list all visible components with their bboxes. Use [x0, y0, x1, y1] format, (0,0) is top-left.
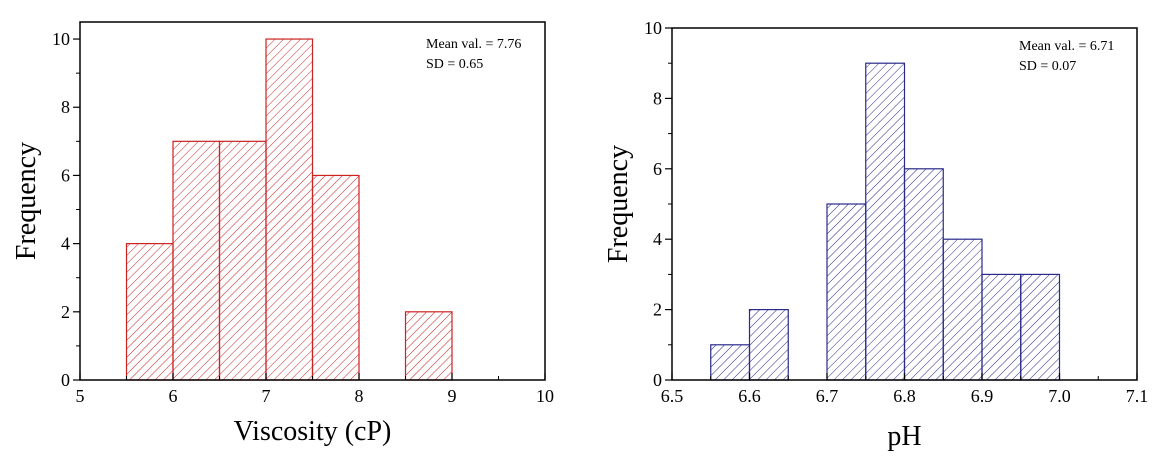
x-tick-label: 6.5	[661, 386, 684, 406]
y-tick-label: 6	[653, 159, 662, 179]
x-tick-label: 10	[536, 386, 554, 406]
x-tick-label: 7.0	[1048, 386, 1071, 406]
x-tick-label: 6	[169, 386, 178, 406]
histogram-bar	[748, 309, 789, 381]
y-tick-label: 6	[61, 165, 70, 185]
x-tick-label: 5	[76, 386, 85, 406]
histogram-bar	[981, 273, 1022, 381]
x-tick-label: 8	[355, 386, 364, 406]
y-tick-label: 2	[61, 302, 70, 322]
y-tick-label: 10	[52, 29, 70, 49]
histogram-bar	[710, 344, 751, 381]
y-axis-title: Frequency	[11, 142, 42, 260]
x-tick-label: 6.9	[971, 386, 994, 406]
x-tick-label: 7.1	[1126, 386, 1149, 406]
sd-annotation: SD = 0.07	[1019, 59, 1076, 74]
y-tick-label: 4	[653, 229, 662, 249]
y-axis-title: Frequency	[603, 145, 634, 263]
x-tick-label: 9	[448, 386, 457, 406]
histogram-bar	[172, 140, 221, 381]
histogram-bar	[125, 243, 174, 381]
y-tick-label: 2	[653, 300, 662, 320]
histogram-bar	[265, 38, 314, 381]
x-axis-title: Viscosity (cP)	[234, 416, 392, 447]
x-tick-label: 7	[262, 386, 271, 406]
y-tick-label: 0	[61, 370, 70, 390]
histogram-bar	[903, 168, 944, 381]
y-tick-label: 8	[653, 88, 662, 108]
y-tick-label: 0	[653, 370, 662, 390]
ph-histogram: 6.5 6.6 6.7 6.8 6.9 7.0 7.1 0 2 4 6 8 10 pH Frequency M…	[603, 18, 1148, 452]
x-tick-label: 6.6	[738, 386, 761, 406]
viscosity-histogram: 5 6 7 8 9 10 0 2 4 6 8 10 Viscosity (cP) Frequency Mea…	[11, 21, 554, 447]
histogram-bar	[1020, 273, 1061, 381]
y-tick-label: 10	[644, 18, 662, 38]
x-axis-title: pH	[887, 421, 921, 452]
y-tick-label: 4	[61, 234, 70, 254]
histogram-bar	[865, 62, 906, 381]
x-tick-label: 6.8	[893, 386, 916, 406]
mean-annotation: Mean val. = 6.71	[1019, 39, 1114, 54]
sd-annotation: SD = 0.65	[426, 57, 483, 72]
histogram-bar	[942, 238, 983, 381]
histogram-bar	[826, 203, 867, 381]
x-tick-label: 6.7	[816, 386, 839, 406]
histogram-bar	[218, 140, 267, 381]
mean-annotation: Mean val. = 7.76	[426, 37, 521, 52]
histogram-bar	[311, 174, 360, 381]
histogram-bar	[404, 311, 453, 381]
y-tick-label: 8	[61, 97, 70, 117]
